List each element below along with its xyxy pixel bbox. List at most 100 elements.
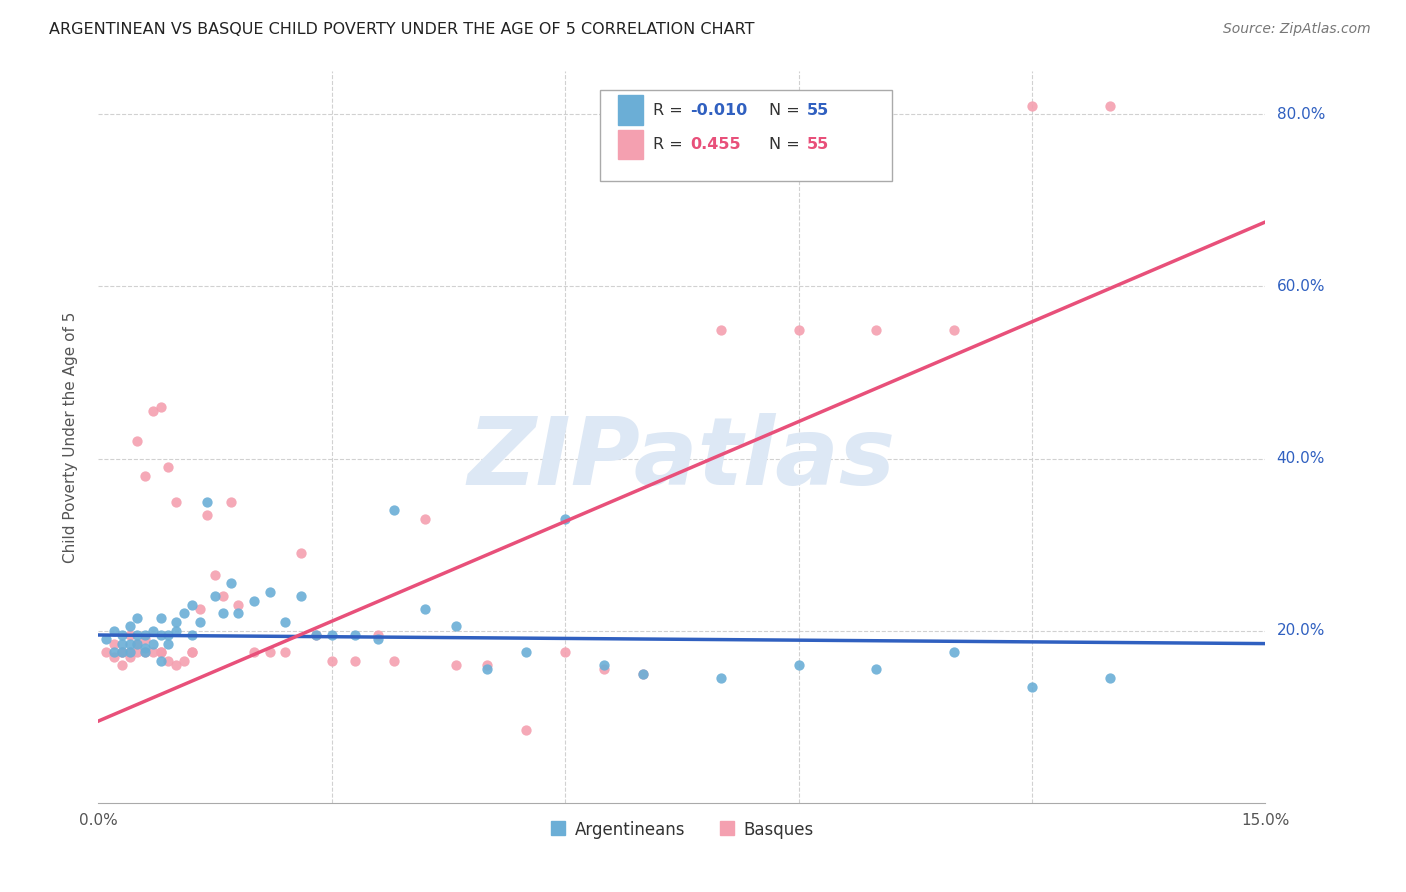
Point — [382, 503, 405, 517]
Text: N =: N = — [769, 103, 806, 118]
Text: 0.455: 0.455 — [690, 137, 741, 152]
Point — [515, 723, 537, 737]
Point — [367, 632, 389, 647]
Point — [228, 607, 250, 621]
Point — [134, 640, 156, 655]
Text: R =: R = — [652, 103, 688, 118]
Point — [477, 662, 499, 676]
Point — [157, 637, 180, 651]
Point — [554, 645, 576, 659]
Point — [515, 645, 537, 659]
Point — [157, 628, 180, 642]
Point — [118, 637, 141, 651]
Point — [134, 628, 156, 642]
Point — [157, 460, 180, 475]
Point — [321, 654, 343, 668]
Legend: Argentineans, Basques: Argentineans, Basques — [543, 814, 821, 846]
Text: Source: ZipAtlas.com: Source: ZipAtlas.com — [1223, 22, 1371, 37]
Point — [173, 654, 195, 668]
Point — [118, 649, 141, 664]
Point — [165, 624, 187, 638]
Point — [103, 637, 125, 651]
Point — [344, 654, 367, 668]
Point — [787, 658, 810, 673]
Text: 55: 55 — [807, 103, 830, 118]
Point — [118, 619, 141, 633]
Text: 80.0%: 80.0% — [1277, 107, 1324, 122]
Point — [321, 628, 343, 642]
Point — [382, 654, 405, 668]
Point — [134, 468, 156, 483]
Point — [173, 607, 195, 621]
Point — [188, 615, 211, 629]
FancyBboxPatch shape — [600, 90, 891, 181]
Text: -0.010: -0.010 — [690, 103, 748, 118]
Point — [118, 645, 141, 659]
Point — [212, 589, 235, 603]
Y-axis label: Child Poverty Under the Age of 5: Child Poverty Under the Age of 5 — [63, 311, 77, 563]
Point — [344, 628, 367, 642]
Point — [127, 645, 149, 659]
Text: 55: 55 — [807, 137, 830, 152]
Point — [943, 322, 966, 336]
Text: N =: N = — [769, 137, 806, 152]
Point — [103, 645, 125, 659]
Point — [413, 602, 436, 616]
Text: ZIPatlas: ZIPatlas — [468, 413, 896, 505]
Point — [111, 645, 134, 659]
Point — [290, 546, 312, 560]
Point — [165, 494, 187, 508]
Point — [111, 645, 134, 659]
Point — [274, 615, 297, 629]
Text: 40.0%: 40.0% — [1277, 451, 1324, 467]
Point — [631, 666, 654, 681]
Point — [111, 658, 134, 673]
Bar — [617, 95, 644, 125]
Point — [111, 628, 134, 642]
Point — [290, 589, 312, 603]
Point — [219, 576, 242, 591]
Point — [631, 666, 654, 681]
Point — [142, 645, 165, 659]
Point — [149, 654, 172, 668]
Point — [195, 508, 218, 522]
Point — [127, 637, 149, 651]
Point — [180, 645, 202, 659]
Point — [787, 322, 810, 336]
Point — [134, 645, 156, 659]
Point — [554, 512, 576, 526]
Point — [593, 662, 616, 676]
Bar — [617, 130, 644, 159]
Point — [943, 645, 966, 659]
Point — [228, 598, 250, 612]
Point — [127, 628, 149, 642]
Point — [204, 567, 226, 582]
Point — [413, 512, 436, 526]
Text: 20.0%: 20.0% — [1277, 624, 1324, 638]
Point — [710, 671, 733, 685]
Point — [259, 645, 281, 659]
Point — [127, 637, 149, 651]
Point — [134, 632, 156, 647]
Point — [367, 628, 389, 642]
Text: 60.0%: 60.0% — [1277, 279, 1324, 294]
Point — [219, 494, 242, 508]
Point — [1098, 99, 1121, 113]
Point — [118, 628, 141, 642]
Point — [142, 637, 165, 651]
Point — [865, 662, 887, 676]
Point — [149, 645, 172, 659]
Point — [149, 628, 172, 642]
Point — [127, 434, 149, 449]
Point — [1098, 671, 1121, 685]
Point — [180, 628, 202, 642]
Text: ARGENTINEAN VS BASQUE CHILD POVERTY UNDER THE AGE OF 5 CORRELATION CHART: ARGENTINEAN VS BASQUE CHILD POVERTY UNDE… — [49, 22, 755, 37]
Text: R =: R = — [652, 137, 693, 152]
Point — [127, 611, 149, 625]
Point — [180, 598, 202, 612]
Point — [593, 658, 616, 673]
Point — [305, 628, 328, 642]
Point — [103, 624, 125, 638]
Point — [188, 602, 211, 616]
Point — [165, 615, 187, 629]
